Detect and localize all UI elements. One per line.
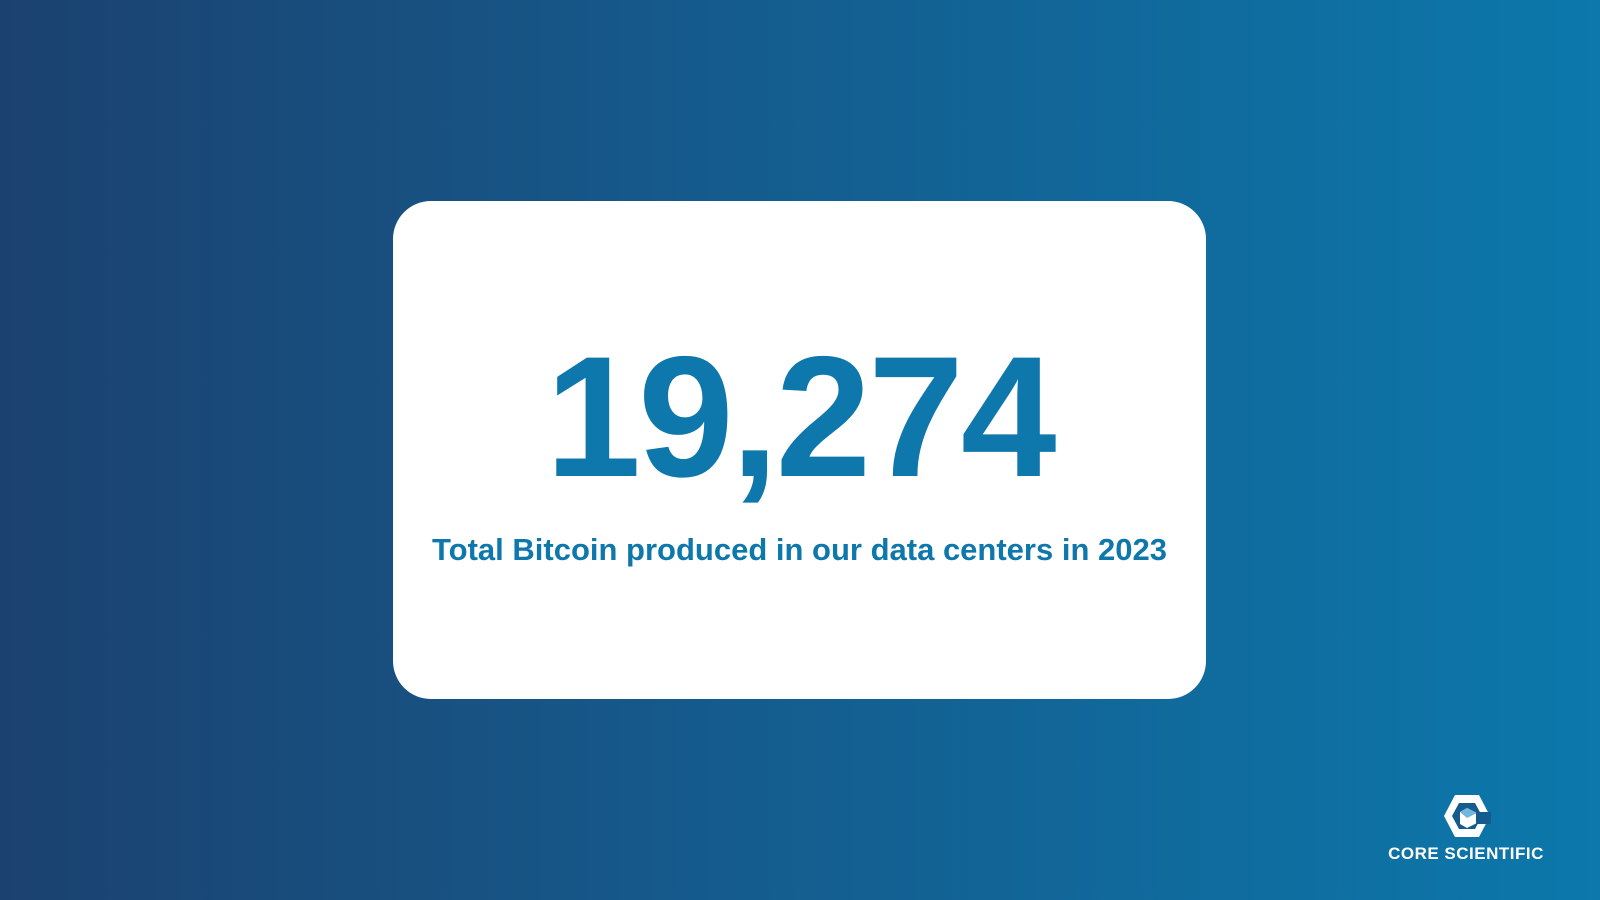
stat-value: 19,274 — [545, 321, 1056, 513]
logo-text: CORE SCIENTIFIC — [1388, 844, 1544, 863]
stat-caption: Total Bitcoin produced in our data cente… — [432, 532, 1167, 567]
stat-card: 19,274 Total Bitcoin produced in our dat… — [393, 201, 1206, 699]
logo-icon — [1444, 795, 1491, 837]
